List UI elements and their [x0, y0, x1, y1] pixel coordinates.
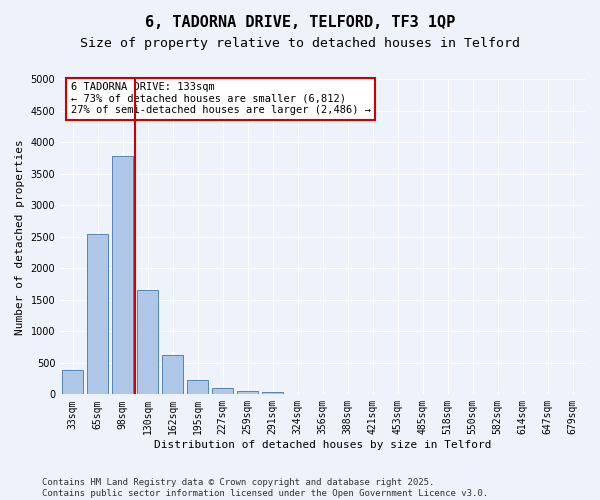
Bar: [237, 391, 258, 394]
Text: Size of property relative to detached houses in Telford: Size of property relative to detached ho…: [80, 38, 520, 51]
Y-axis label: Number of detached properties: Number of detached properties: [15, 139, 25, 334]
Bar: [212, 388, 233, 394]
Text: 6, TADORNA DRIVE, TELFORD, TF3 1QP: 6, TADORNA DRIVE, TELFORD, TF3 1QP: [145, 15, 455, 30]
Text: 6 TADORNA DRIVE: 133sqm
← 73% of detached houses are smaller (6,812)
27% of semi: 6 TADORNA DRIVE: 133sqm ← 73% of detache…: [71, 82, 371, 116]
X-axis label: Distribution of detached houses by size in Telford: Distribution of detached houses by size …: [154, 440, 491, 450]
Bar: [137, 290, 158, 395]
Bar: [112, 156, 133, 394]
Text: Contains HM Land Registry data © Crown copyright and database right 2025.
Contai: Contains HM Land Registry data © Crown c…: [42, 478, 488, 498]
Bar: [187, 380, 208, 394]
Bar: [87, 234, 108, 394]
Bar: [262, 392, 283, 394]
Bar: [62, 370, 83, 394]
Bar: [162, 355, 183, 395]
